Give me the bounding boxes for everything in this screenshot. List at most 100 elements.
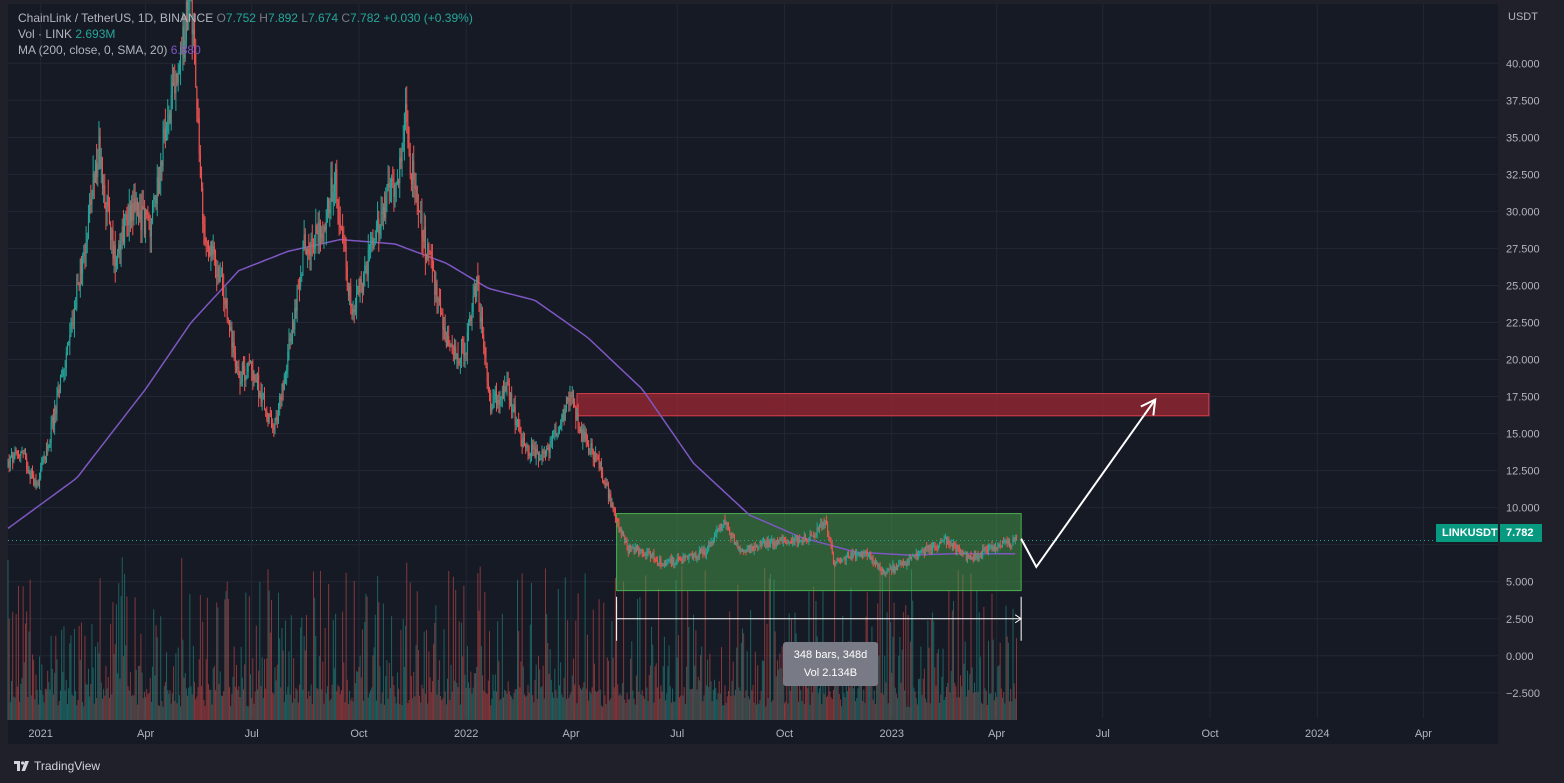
volume-bar [169,690,171,720]
volume-bar [774,631,776,720]
candle-body [574,401,576,407]
candle-body [138,215,140,219]
candle-body [852,553,854,558]
candle-body [730,533,732,539]
volume-bar [219,671,221,720]
candle-body [159,181,161,194]
volume-bar [272,692,274,720]
volume-bar [98,653,100,720]
candle-body [80,259,82,274]
volume-bar [295,687,297,720]
volume-bar [410,676,412,720]
volume-bar [449,699,451,720]
candle-body [620,527,622,535]
candle-body [499,400,501,405]
volume-bar [293,658,295,720]
volume-bar [969,673,971,720]
volume-bar [674,701,676,720]
candle-body [392,178,394,182]
volume-bar [241,677,243,720]
volume-bar [287,686,289,720]
candle-body [325,209,327,230]
candle-body [759,540,761,548]
candle-body [64,368,66,370]
volume-bar [834,562,836,720]
footer-branding[interactable]: TradingView [14,758,100,774]
volume-bar [637,599,639,720]
candle-body [42,457,44,459]
volume-bar [463,585,465,720]
candle-body [916,552,918,557]
volume-bar [22,586,24,720]
candle-body [775,540,777,546]
volume-bar [927,620,929,720]
volume-bar [1007,642,1009,720]
candle-body [276,417,278,421]
candle-body [632,547,634,549]
volume-bar [922,678,924,720]
candle-body [108,206,110,225]
candle-body [941,541,943,543]
volume-bar [338,686,340,720]
candle-body [20,452,22,457]
volume-bar [739,690,741,720]
candle-body [282,383,284,391]
candle-body [646,552,648,556]
volume-bar [634,704,636,720]
volume-bar [308,691,310,720]
candle-body [851,552,853,558]
candle-body [308,248,310,255]
candle-body [340,228,342,230]
volume-bar [138,665,140,720]
volume-bar [307,698,309,720]
candle-body [370,244,372,246]
annotations [8,397,1498,641]
candle-body [229,320,231,331]
volume-bar [589,691,591,720]
volume-bar [653,702,655,720]
volume-bar [838,693,840,720]
volume-bar [512,699,514,720]
candle-body [772,539,774,547]
volume-bar [600,705,602,720]
volume-bar [298,684,300,720]
candle-body [456,353,458,360]
footer-brand: TradingView [34,759,101,773]
candle-body [234,352,236,367]
volume-bar [631,641,633,720]
volume-bar [297,702,299,720]
volume-bar [783,703,785,720]
candle-body [307,248,309,254]
candle-body [520,432,522,440]
volume-bar [476,667,478,720]
candle-body [19,455,21,457]
volume-bar [7,559,9,720]
volume-bar [184,673,186,720]
volume-bar [466,645,468,720]
volume-bar [254,691,256,720]
volume-bar [565,699,567,720]
volume-bar [393,685,395,720]
candle-body [218,267,220,282]
price-chart[interactable]: USDT40.00037.50035.00032.50030.00027.500… [0,0,1564,750]
volume-bar [177,647,179,720]
volume-bar [781,646,783,720]
volume-bar [277,592,279,720]
volume-bar [381,692,383,720]
volume-bar [423,631,425,720]
candle-body [991,544,993,550]
candle-body [978,556,980,559]
candle-body [808,537,810,542]
candle-body [986,548,988,554]
candle-body [705,552,707,556]
candle-body [505,386,507,391]
volume-bar [533,702,535,720]
volume-bar [568,698,570,720]
candle-body [572,391,574,402]
candle-body [536,448,538,453]
candle-body [34,480,36,485]
volume-bar [525,696,527,720]
candle-body [681,559,683,563]
volume-bar [64,690,66,720]
volume-bar [263,658,265,720]
